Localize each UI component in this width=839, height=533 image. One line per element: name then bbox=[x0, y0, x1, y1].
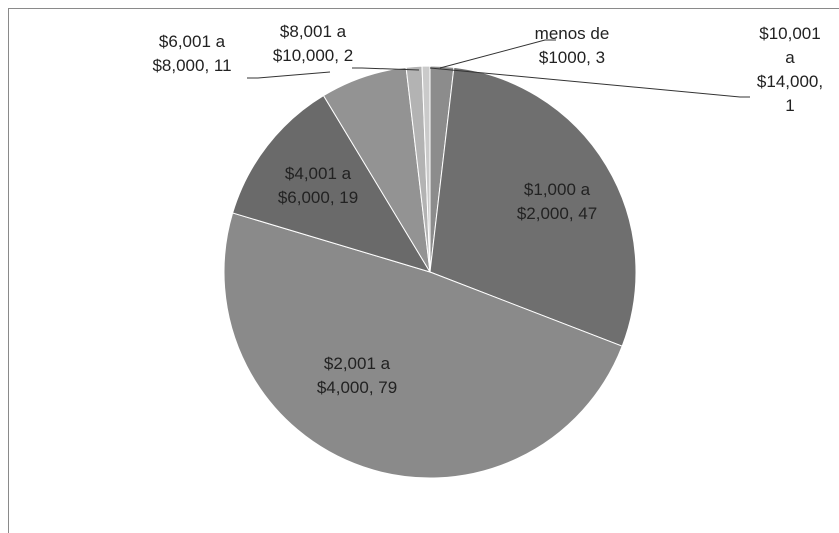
leader-line bbox=[352, 67, 420, 71]
data-label: $6,001 a $8,000, 11 bbox=[132, 30, 252, 78]
data-label: $1,000 a $2,000, 47 bbox=[497, 178, 617, 226]
chart-frame bbox=[8, 8, 839, 533]
label-category: $10,001 a $14,000 bbox=[756, 24, 826, 91]
leader-line bbox=[429, 67, 750, 98]
label-value: 79 bbox=[378, 378, 398, 397]
label-separator: , bbox=[329, 188, 340, 207]
label-category: $4,001 a $6,000 bbox=[277, 164, 356, 207]
label-separator: , bbox=[204, 56, 214, 75]
label-category: $2,001 a $4,000 bbox=[316, 354, 395, 397]
pie-slice bbox=[421, 65, 431, 273]
label-value: 19 bbox=[339, 188, 359, 207]
label-separator: , bbox=[818, 72, 828, 91]
data-label: menos de $1000, 3 bbox=[522, 22, 622, 70]
label-category: menos de $1000 bbox=[534, 24, 615, 67]
label-category: $8,001 a $10,000 bbox=[272, 22, 351, 65]
data-label: $10,001 a $14,000, 1 bbox=[755, 22, 825, 118]
data-label: $2,001 a $4,000, 79 bbox=[297, 352, 417, 400]
label-value: 3 bbox=[595, 48, 606, 67]
data-label: $8,001 a $10,000, 2 bbox=[258, 20, 368, 68]
label-separator: , bbox=[568, 204, 579, 223]
label-separator: , bbox=[368, 378, 379, 397]
pie-slice bbox=[223, 212, 623, 479]
label-separator: , bbox=[586, 48, 596, 67]
label-category: $1,000 a $2,000 bbox=[516, 180, 595, 223]
label-value: 1 bbox=[785, 96, 795, 115]
label-value: 11 bbox=[213, 56, 232, 75]
label-value: 47 bbox=[578, 204, 598, 223]
leader-line bbox=[439, 39, 556, 69]
leader-lines bbox=[247, 39, 750, 98]
leader-line bbox=[247, 71, 331, 79]
label-category: $6,001 a $8,000 bbox=[152, 32, 230, 75]
pie-slice bbox=[429, 66, 637, 347]
pie-slice bbox=[232, 94, 432, 273]
data-label: $4,001 a $6,000, 19 bbox=[263, 162, 373, 210]
label-value: 2 bbox=[343, 46, 354, 65]
label-separator: , bbox=[334, 46, 344, 65]
